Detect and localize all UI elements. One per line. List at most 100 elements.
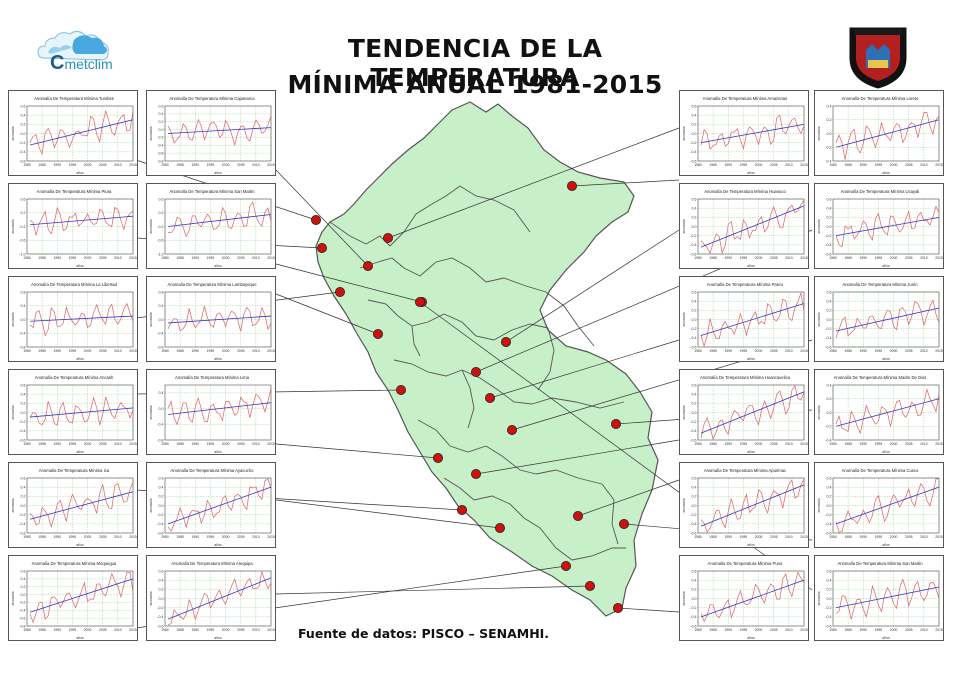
x-tick-label: 2010: [920, 349, 928, 353]
mini-chart: Anomalía De Temperatura Mínima Junín -0.6…: [817, 282, 943, 361]
chart-title: Anomalía De Temperatura Mínima Madre De …: [834, 375, 927, 380]
y-tick-label: 0.0: [827, 132, 832, 136]
chart-title: Anomalía De Temperatura Mínima Ica: [39, 468, 110, 473]
y-axis-label: anomalía: [817, 219, 821, 233]
y-tick-label: 0.6: [159, 197, 164, 201]
x-tick-label: 2005: [99, 256, 107, 260]
mini-chart: Anomalía De Temperatura Mínima La Libert…: [11, 282, 137, 361]
y-tick-label: 0.6: [21, 569, 26, 573]
region-border: [535, 469, 603, 485]
plot-frame: [164, 291, 272, 348]
x-tick-label: 2000: [890, 163, 898, 167]
y-tick-label: 0.0: [21, 593, 26, 597]
plot-frame: [26, 105, 134, 162]
x-tick-label: 1980: [23, 628, 31, 632]
anomaly-series: [167, 388, 272, 426]
trend-line: [167, 402, 272, 415]
x-tick-label: 1985: [844, 256, 852, 260]
y-tick-label: 0.2: [21, 123, 26, 127]
plot-frame: [26, 477, 134, 534]
x-tick-label: 1995: [207, 442, 215, 446]
anomaly-series: [29, 302, 134, 337]
y-tick-label: 0.6: [692, 290, 697, 294]
plot-frame: [832, 384, 940, 441]
plot-frame: [832, 105, 940, 162]
anomaly-series: [835, 478, 939, 533]
x-tick-label: 2010: [920, 628, 928, 632]
temperature-chart-panel: Anomalía De Temperatura Mínima Cusco -0.6…: [814, 462, 944, 548]
y-tick-label: 0.6: [827, 569, 832, 573]
y-tick-label: -0.6: [157, 531, 163, 535]
x-tick-label: 2015: [267, 163, 275, 167]
region-border: [389, 185, 461, 247]
y-tick-label: 0.4: [21, 304, 26, 308]
leader-line: [275, 169, 369, 267]
anomaly-series: [29, 206, 134, 236]
x-axis-label: años: [76, 357, 84, 361]
y-tick-label: -0.2: [825, 513, 831, 517]
y-tick-label: -0.2: [19, 141, 25, 145]
y-tick-label: 0.2: [692, 123, 697, 127]
x-tick-label: 1990: [54, 442, 62, 446]
x-tick-label: 2005: [770, 349, 778, 353]
y-tick-label: -0.4: [19, 150, 25, 154]
plot-frame: [164, 570, 272, 627]
x-tick-label: 2015: [800, 535, 808, 539]
region-border: [459, 185, 531, 233]
region-border: [367, 299, 429, 327]
y-tick-label: -0.4: [690, 429, 696, 433]
x-axis-label: años: [76, 171, 84, 175]
y-tick-label: 0.0: [827, 411, 832, 415]
y-tick-label: 0.2: [827, 216, 832, 220]
x-tick-label: 1995: [740, 442, 748, 446]
y-tick-label: -0.6: [690, 624, 696, 628]
y-tick-label: -0.2: [825, 146, 831, 150]
station-marker: [395, 384, 406, 395]
chart-title: Anomalía De Temperatura Mínima Loreto: [842, 96, 919, 101]
region-border: [417, 419, 487, 453]
y-axis-label: anomalía: [682, 498, 686, 512]
x-tick-label: 2005: [770, 628, 778, 632]
x-tick-label: 1980: [161, 442, 169, 446]
y-tick-label: 0.0: [159, 407, 164, 411]
x-tick-label: 2005: [237, 256, 245, 260]
x-tick-label: 2010: [252, 256, 260, 260]
x-tick-label: 2015: [267, 442, 275, 446]
x-tick-label: 1985: [176, 442, 184, 446]
anomaly-series: [167, 115, 272, 147]
x-tick-label: 1995: [740, 349, 748, 353]
x-tick-label: 2015: [129, 442, 137, 446]
x-tick-label: 1985: [709, 349, 717, 353]
leader-line: [489, 339, 680, 399]
mini-chart: Anomalía De Temperatura Mínima Ayacucho -…: [149, 468, 275, 547]
anomaly-series: [29, 109, 134, 156]
mini-chart: Anomalía De Temperatura Mínima Ancash -0.…: [11, 375, 137, 454]
y-tick-label: -0.4: [19, 522, 25, 526]
y-tick-label: -0.4: [157, 144, 163, 148]
chart-title: Anomalía De Temperatura Mínima Pasco: [707, 282, 784, 287]
x-axis-label: años: [882, 636, 890, 640]
station-marker: [470, 468, 481, 479]
x-tick-label: 1985: [844, 163, 852, 167]
plot-frame: [832, 477, 940, 534]
x-tick-label: 1990: [192, 442, 200, 446]
x-axis-label: años: [214, 543, 222, 547]
x-tick-label: 2000: [755, 256, 763, 260]
x-tick-label: 1995: [69, 349, 77, 353]
x-tick-label: 1985: [709, 163, 717, 167]
x-axis-label: años: [214, 357, 222, 361]
x-tick-label: 2015: [800, 442, 808, 446]
x-tick-label: 2010: [785, 163, 793, 167]
y-tick-label: 0.2: [692, 402, 697, 406]
x-tick-label: 1990: [860, 256, 868, 260]
y-tick-label: 0.0: [827, 597, 832, 601]
x-tick-label: 1985: [38, 442, 46, 446]
leader-line: [475, 439, 680, 475]
anomaly-series: [29, 571, 134, 624]
y-tick-label: 0.6: [159, 104, 164, 108]
region-border: [411, 325, 421, 357]
x-tick-label: 2015: [935, 256, 943, 260]
x-axis-label: años: [882, 264, 890, 268]
y-tick-label: -0.4: [690, 522, 696, 526]
x-tick-label: 2005: [99, 163, 107, 167]
